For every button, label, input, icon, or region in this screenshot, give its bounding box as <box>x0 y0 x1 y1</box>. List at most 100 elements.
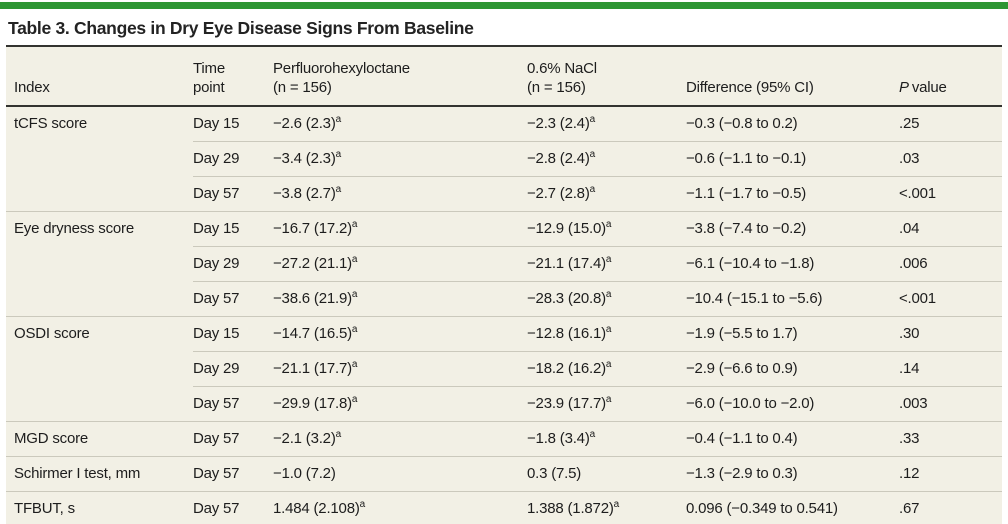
p-value-cell: .03 <box>899 141 1002 177</box>
footnote-marker: a <box>613 499 620 510</box>
p-value-cell: .25 <box>899 115 920 132</box>
difference-cell: −2.9 (−6.6 to 0.9) <box>686 351 899 387</box>
table-row: Day 57 −3.8 (2.7)a −2.7 (2.8)a −1.1 (−1.… <box>6 176 1002 212</box>
p-value-cell: .33 <box>899 421 1002 457</box>
p-value-cell: .006 <box>899 246 1002 282</box>
nacl-cell: −18.2 (16.2)a <box>527 351 686 387</box>
footnote-marker: a <box>589 149 596 160</box>
pfho-cell: −2.1 (3.2)a <box>273 421 527 457</box>
footnote-marker: a <box>605 219 612 230</box>
time-point-cell: Day 15 <box>193 211 273 247</box>
header-time-point: Time point <box>193 47 273 107</box>
header-index: Index <box>6 47 193 107</box>
difference-cell: −0.6 (−1.1 to −0.1) <box>686 141 899 177</box>
footnote-marker: a <box>605 254 612 265</box>
time-point-cell: Day 57 <box>193 491 273 524</box>
table-row: Day 57 −29.9 (17.8)a −23.9 (17.7)a −6.0 … <box>6 386 1002 422</box>
time-point-cell: Day 29 <box>193 246 273 282</box>
pfho-cell: −14.7 (16.5)a <box>273 316 527 352</box>
header-nacl: 0.6% NaCl (n = 156) <box>527 47 686 107</box>
nacl-cell: −21.1 (17.4)a <box>527 246 686 282</box>
table-row: TFBUT, s Day 57 1.484 (2.108)a 1.388 (1.… <box>6 491 1002 524</box>
accent-bar <box>0 2 1008 9</box>
footnote-marker: a <box>589 184 596 195</box>
footnote-marker: a <box>605 289 612 300</box>
nacl-cell: −1.8 (3.4)a <box>527 421 686 457</box>
difference-cell: −10.4 (−15.1 to −5.6) <box>686 281 899 317</box>
footnote-marker: a <box>605 394 612 405</box>
difference-cell: 0.096 (−0.349 to 0.541) <box>686 491 899 524</box>
header-row: Index Time point Perfluorohexyloctane (n… <box>6 47 1002 107</box>
p-value-cell: .30 <box>899 316 1002 352</box>
time-point-cell: Day 15 <box>193 316 273 352</box>
difference-cell: −0.4 (−1.1 to 0.4) <box>686 421 899 457</box>
footnote-marker: a <box>351 359 358 370</box>
footnote-marker: a <box>351 219 358 230</box>
footnote-marker: a <box>351 254 358 265</box>
nacl-cell: 1.388 (1.872)a <box>527 491 686 524</box>
table-row: Day 29 −3.4 (2.3)a −2.8 (2.4)a −0.6 (−1.… <box>6 141 1002 177</box>
difference-cell: −1.1 (−1.7 to −0.5) <box>686 176 899 212</box>
difference-cell: −1.9 (−5.5 to 1.7) <box>686 316 899 352</box>
table-block: Index Time point Perfluorohexyloctane (n… <box>6 45 1002 524</box>
table-row: tCFS score Day 15 −2.6 (2.3)a −2.3 (2.4)… <box>6 106 1002 142</box>
footnote-marker: a <box>589 429 596 440</box>
nacl-cell: −12.9 (15.0)a <box>527 211 686 247</box>
table-row: OSDI score Day 15 −14.7 (16.5)a −12.8 (1… <box>6 316 1002 422</box>
index-cell: OSDI score <box>6 316 193 422</box>
index-cell: Schirmer I test, mm <box>6 456 193 492</box>
index-cell: MGD score <box>6 421 193 457</box>
nacl-cell: −12.8 (16.1)a <box>527 316 686 352</box>
difference-cell: −6.0 (−10.0 to −2.0) <box>686 386 899 422</box>
time-point-cell: Day 57 <box>193 386 273 422</box>
nacl-cell: −2.3 (2.4)a <box>527 114 596 133</box>
footnote-marker: a <box>359 499 366 510</box>
nacl-cell: −2.7 (2.8)a <box>527 176 686 212</box>
p-value-cell: .67 <box>899 491 1002 524</box>
table-row: Schirmer I test, mm Day 57 −1.0 (7.2) 0.… <box>6 456 1002 492</box>
difference-cell: −1.3 (−2.9 to 0.3) <box>686 456 899 492</box>
time-point-cell: Day 15 <box>193 115 240 132</box>
footnote-marker: a <box>605 324 612 335</box>
nacl-cell: 0.3 (7.5) <box>527 456 686 492</box>
p-value-cell: <.001 <box>899 176 1002 212</box>
pfho-cell: −2.6 (2.3)a <box>273 114 342 133</box>
nacl-cell: −23.9 (17.7)a <box>527 386 686 422</box>
footnote-marker: a <box>351 324 358 335</box>
table-row: Day 57 −38.6 (21.9)a −28.3 (20.8)a −10.4… <box>6 281 1002 317</box>
footnote-marker: a <box>605 359 612 370</box>
table-row: Eye dryness score Day 15 −16.7 (17.2)a −… <box>6 211 1002 317</box>
time-point-cell: Day 57 <box>193 176 273 212</box>
time-point-cell: Day 29 <box>193 141 273 177</box>
dry-eye-signs-table: Index Time point Perfluorohexyloctane (n… <box>6 47 1002 524</box>
pfho-cell: −1.0 (7.2) <box>273 456 527 492</box>
p-value-cell: .003 <box>899 386 1002 422</box>
pfho-cell: −27.2 (21.1)a <box>273 246 527 282</box>
difference-cell: −6.1 (−10.4 to −1.8) <box>686 246 899 282</box>
pfho-cell: −3.8 (2.7)a <box>273 176 527 212</box>
footnote-marker: a <box>335 429 342 440</box>
table-row: Day 29 −21.1 (17.7)a −18.2 (16.2)a −2.9 … <box>6 351 1002 387</box>
index-cell: tCFS score <box>14 115 88 132</box>
p-value-cell: <.001 <box>899 281 1002 317</box>
time-point-cell: Day 57 <box>193 421 273 457</box>
table-row: MGD score Day 57 −2.1 (3.2)a −1.8 (3.4)a… <box>6 421 1002 457</box>
difference-cell: −3.8 (−7.4 to −0.2) <box>686 211 899 247</box>
time-point-cell: Day 57 <box>193 456 273 492</box>
footnote-marker: a <box>351 394 358 405</box>
pfho-cell: −21.1 (17.7)a <box>273 351 527 387</box>
nacl-cell: −2.8 (2.4)a <box>527 141 686 177</box>
time-point-cell: Day 57 <box>193 281 273 317</box>
pfho-cell: −16.7 (17.2)a <box>273 211 527 247</box>
nacl-cell: −28.3 (20.8)a <box>527 281 686 317</box>
pfho-cell: −29.9 (17.8)a <box>273 386 527 422</box>
p-value-cell: .14 <box>899 351 1002 387</box>
pfho-cell: −3.4 (2.3)a <box>273 141 527 177</box>
footnote-marker: a <box>335 184 342 195</box>
table-title: Table 3. Changes in Dry Eye Disease Sign… <box>8 18 474 38</box>
p-value-cell: .04 <box>899 211 1002 247</box>
time-point-cell: Day 29 <box>193 351 273 387</box>
footnote-marker: a <box>335 114 342 125</box>
